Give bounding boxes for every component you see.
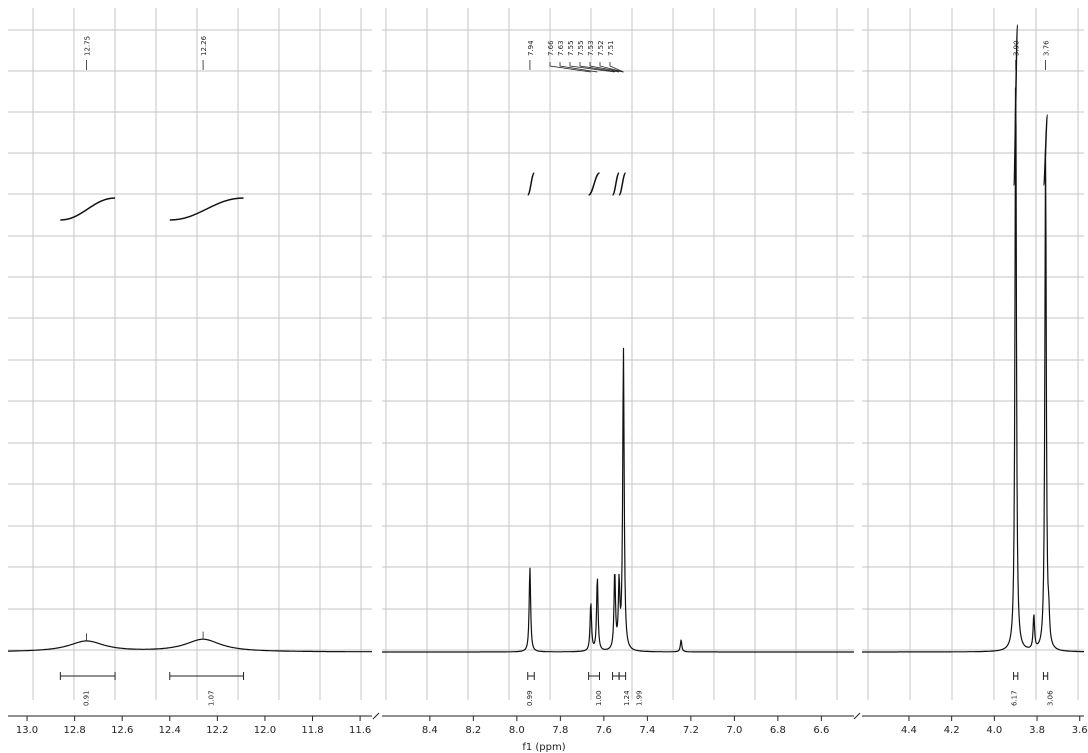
x-tick-label: 13.0 xyxy=(16,725,38,736)
x-tick-label: 4.2 xyxy=(944,725,960,736)
peak-label: 7.63 xyxy=(557,40,565,56)
x-tick-label: 8.0 xyxy=(509,725,525,736)
x-axis-label: f1 (ppm) xyxy=(522,742,565,753)
x-tick-label: 12.0 xyxy=(254,725,276,736)
peak-label: 7.66 xyxy=(547,40,555,56)
peak-label-leader xyxy=(569,62,615,73)
integral-curve xyxy=(618,172,627,196)
integral-value: 3.06 xyxy=(1047,690,1055,706)
peak-label: 7.53 xyxy=(587,40,595,56)
peak-label: 12.75 xyxy=(84,36,92,56)
x-tick-label: 7.2 xyxy=(683,725,699,736)
spectrum-traces xyxy=(7,87,1085,653)
x-tick-label: 7.0 xyxy=(726,725,742,736)
x-tick-label: 12.2 xyxy=(206,725,228,736)
x-tick-label: 7.8 xyxy=(552,725,568,736)
axis-break-mark xyxy=(853,712,861,720)
peak-label: 7.51 xyxy=(607,40,615,56)
integral-value: 0.99 xyxy=(526,690,534,706)
integral-value: 1.99 xyxy=(635,690,643,706)
x-tick-label: 8.2 xyxy=(465,725,481,736)
integral-value: 0.91 xyxy=(83,690,91,706)
peak-label: 3.76 xyxy=(1043,40,1051,56)
peak-label-leader xyxy=(599,62,624,73)
peak-label: 7.55 xyxy=(567,40,575,56)
x-tick-label: 3.8 xyxy=(1029,725,1045,736)
integral-bars: 0.91 1.07 0.99 1.00 1.24 1.99 6.17 3.06 xyxy=(59,672,1055,706)
x-tick-label: 11.6 xyxy=(349,725,371,736)
x-tick-label: 12.8 xyxy=(63,725,85,736)
x-tick-label: 4.0 xyxy=(986,725,1002,736)
peak-label: 3.90 xyxy=(1013,40,1021,56)
x-axis: 13.0 12.8 12.6 12.4 12.2 12.0 11.8 11.6 8.4 8.2 8.… xyxy=(8,712,1088,736)
x-tick-label: 3.6 xyxy=(1072,725,1088,736)
integral-curve xyxy=(1042,114,1049,186)
peak-label-leader xyxy=(559,62,598,73)
peak-label-leader xyxy=(609,62,624,73)
integral-curve xyxy=(588,172,600,196)
peak-label: 7.55 xyxy=(577,40,585,56)
spectrum-trace xyxy=(7,638,373,653)
integral-value: 1.00 xyxy=(595,690,603,706)
integral-value: 6.17 xyxy=(1011,690,1019,706)
integral-curve xyxy=(60,197,116,221)
integral-curve xyxy=(611,172,620,196)
peak-label: 12.26 xyxy=(200,35,208,56)
spectrum-trace xyxy=(381,347,855,653)
integral-curve xyxy=(526,172,536,196)
x-tick-label: 11.8 xyxy=(301,725,323,736)
x-tick-label: 12.4 xyxy=(159,725,181,736)
peak-label: 7.94 xyxy=(527,40,535,56)
peak-label: 7.52 xyxy=(597,40,605,56)
axis-break-mark xyxy=(372,712,380,720)
integral-value: 1.24 xyxy=(623,690,631,706)
x-tick-label: 6.6 xyxy=(813,725,829,736)
grid xyxy=(8,8,1084,700)
peak-label-leader xyxy=(589,62,624,73)
x-tick-label: 8.4 xyxy=(422,725,438,736)
x-tick-label: 7.6 xyxy=(596,725,612,736)
peak-label-leader xyxy=(549,62,591,73)
x-tick-label: 6.8 xyxy=(770,725,786,736)
x-tick-label: 4.4 xyxy=(901,725,917,736)
x-tick-label: 7.4 xyxy=(639,725,655,736)
peak-labels: 12.75 12.26 7.94 7.66 7.63 7.55 7.55 7.53 7.52 7.… xyxy=(84,35,1051,73)
spectrum-trace xyxy=(861,87,1085,653)
peak-label-leader xyxy=(579,62,620,73)
x-tick-label: 12.6 xyxy=(111,725,133,736)
integral-curve xyxy=(169,197,244,221)
integral-value: 1.07 xyxy=(208,690,216,706)
